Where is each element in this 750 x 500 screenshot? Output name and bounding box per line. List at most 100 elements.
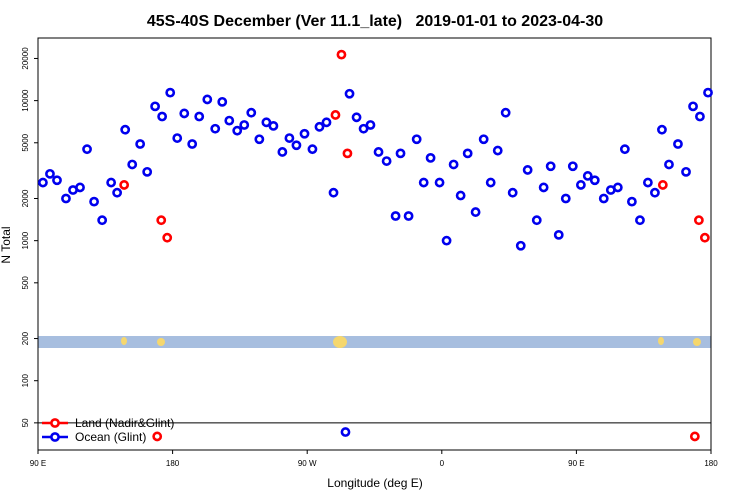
point <box>162 232 173 243</box>
point <box>358 123 369 134</box>
point <box>699 232 710 243</box>
surface-band <box>38 336 711 348</box>
point <box>664 159 674 170</box>
x-tick-label: 90 W <box>298 459 317 468</box>
point <box>657 124 667 135</box>
x-tick-label: 90 E <box>30 459 46 468</box>
point <box>61 193 71 204</box>
point <box>38 177 48 188</box>
point <box>261 117 272 128</box>
point <box>45 168 55 179</box>
point <box>403 211 414 221</box>
point <box>340 427 351 437</box>
point <box>75 182 85 193</box>
point <box>299 128 310 139</box>
point <box>582 171 593 181</box>
x-tick-label: 90 E <box>568 459 584 468</box>
point <box>210 123 221 134</box>
y-tick-label: 1000 <box>21 231 30 249</box>
point <box>589 175 600 186</box>
legend-marker <box>50 432 60 442</box>
y-tick-label: 2000 <box>21 189 30 207</box>
point <box>254 134 265 145</box>
point <box>635 215 645 226</box>
point <box>650 187 660 198</box>
point <box>425 152 436 163</box>
point <box>462 148 473 159</box>
point <box>619 144 630 155</box>
point <box>246 107 257 118</box>
point <box>89 196 99 207</box>
point <box>157 111 168 122</box>
point <box>695 111 705 122</box>
point <box>703 87 713 98</box>
point <box>598 193 609 204</box>
point <box>307 144 318 155</box>
point <box>344 88 355 99</box>
point <box>224 115 235 126</box>
point <box>119 180 130 190</box>
y-tick-label: 200 <box>21 331 30 345</box>
land-patch <box>121 337 127 345</box>
point <box>441 235 452 246</box>
point <box>277 147 288 157</box>
legend-label: Ocean (Glint) <box>75 430 146 444</box>
point <box>217 96 228 107</box>
point <box>485 177 496 188</box>
point <box>560 193 571 204</box>
point <box>515 240 526 251</box>
point <box>681 166 691 177</box>
point <box>82 144 92 155</box>
land-patch <box>157 338 165 346</box>
point <box>612 182 623 193</box>
point <box>500 107 511 118</box>
x-axis-label: Longitude (deg E) <box>327 476 422 490</box>
plot-frame <box>37 37 712 451</box>
point <box>194 111 205 122</box>
x-tick-label: 180 <box>166 459 180 468</box>
point <box>179 108 190 119</box>
legend-marker <box>50 418 60 428</box>
point <box>268 120 279 131</box>
y-tick-label: 500 <box>21 276 30 290</box>
point <box>52 175 62 186</box>
y-tick-label: 50 <box>21 418 30 427</box>
point <box>567 161 578 172</box>
point <box>120 124 131 135</box>
chart-title: 45S-40S December (Ver 11.1_late) 2019-01… <box>147 13 603 30</box>
point <box>152 431 163 442</box>
point <box>522 165 533 175</box>
point <box>112 187 123 198</box>
point <box>448 159 459 170</box>
point <box>693 215 704 226</box>
point <box>642 177 653 188</box>
land-patch <box>693 338 701 346</box>
point <box>172 133 183 143</box>
point <box>97 215 108 226</box>
point <box>314 121 325 132</box>
point <box>330 110 341 120</box>
point <box>342 148 353 159</box>
point <box>202 94 213 105</box>
legend-label: Land (Nadir&Glint) <box>75 416 174 430</box>
point <box>411 134 422 145</box>
point <box>150 101 161 112</box>
point <box>455 190 466 201</box>
point <box>239 120 250 130</box>
point <box>538 182 549 193</box>
y-tick-label: 10000 <box>21 89 30 112</box>
point <box>351 112 362 123</box>
point <box>142 166 153 177</box>
point <box>156 215 167 226</box>
point <box>626 196 637 207</box>
point <box>187 139 198 149</box>
point <box>336 49 347 60</box>
point <box>127 159 138 170</box>
point <box>575 180 586 190</box>
point <box>390 211 401 221</box>
point <box>395 148 406 159</box>
point <box>373 147 384 157</box>
y-tick-label: 5000 <box>21 133 30 151</box>
point <box>365 120 376 130</box>
